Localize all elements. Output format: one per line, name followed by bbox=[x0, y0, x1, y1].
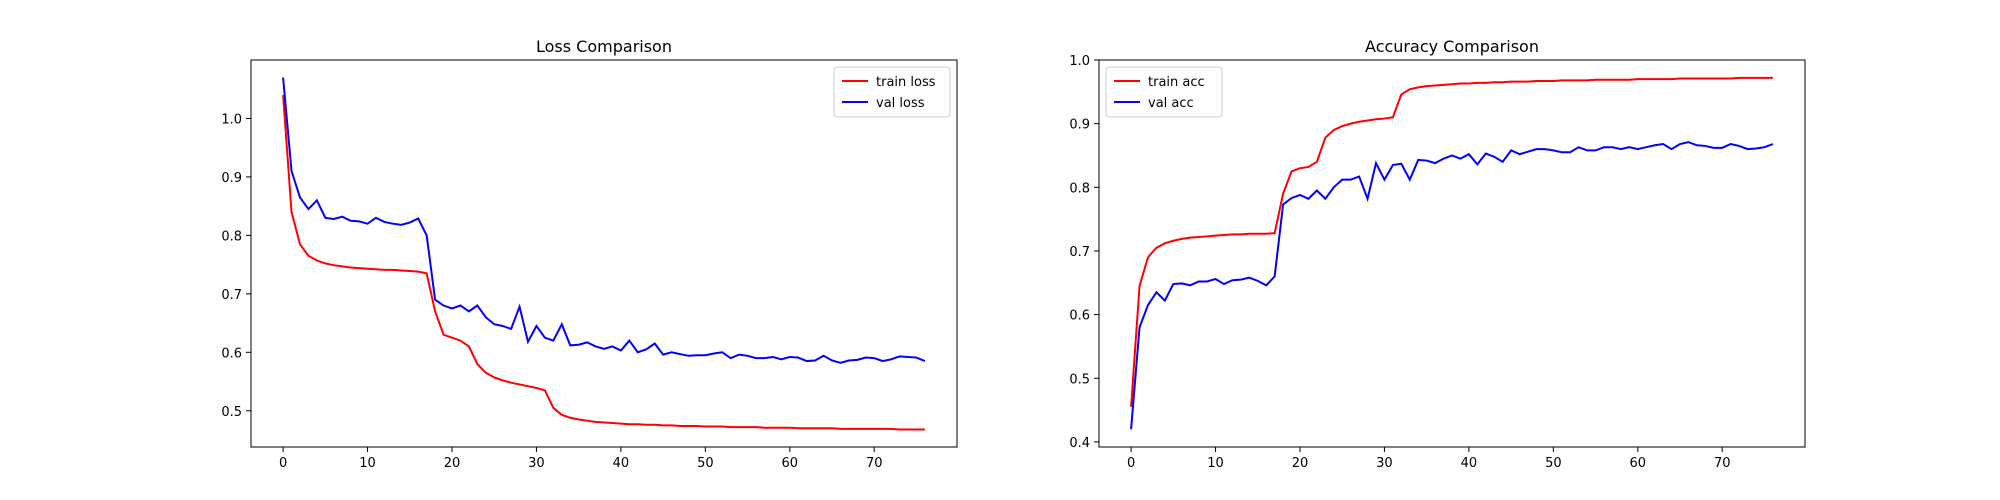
data-line bbox=[282, 77, 926, 364]
y-tick-label: 0.7 bbox=[1069, 245, 1090, 260]
y-tick-label: 0.6 bbox=[1069, 309, 1090, 324]
y-tick-label: 1.0 bbox=[1069, 54, 1090, 69]
plot-frame bbox=[1098, 59, 1806, 448]
x-tick-label: 30 bbox=[1376, 456, 1393, 471]
legend-box bbox=[1105, 66, 1223, 118]
x-tick-label: 40 bbox=[1461, 456, 1478, 471]
plot-frame bbox=[250, 59, 958, 448]
data-line bbox=[1130, 141, 1774, 430]
x-tick-label: 10 bbox=[1207, 456, 1224, 471]
x-tick-label: 40 bbox=[613, 456, 630, 471]
x-tick-label: 20 bbox=[444, 456, 461, 471]
x-tick-label: 70 bbox=[1714, 456, 1731, 471]
x-tick-label: 0 bbox=[1127, 456, 1135, 471]
legend-label: train loss bbox=[876, 75, 936, 90]
data-line bbox=[282, 95, 925, 431]
legend-box bbox=[833, 66, 951, 118]
x-tick-label: 50 bbox=[1545, 456, 1562, 471]
y-tick-label: 0.4 bbox=[1069, 436, 1090, 451]
x-tick-label: 60 bbox=[782, 456, 799, 471]
y-tick-label: 0.8 bbox=[1069, 181, 1090, 196]
x-tick-label: 50 bbox=[697, 456, 714, 471]
y-tick-label: 0.8 bbox=[221, 229, 242, 244]
x-tick-label: 30 bbox=[528, 456, 545, 471]
y-tick-label: 0.5 bbox=[1069, 372, 1090, 387]
x-tick-label: 0 bbox=[279, 456, 287, 471]
legend-label: val acc bbox=[1148, 96, 1194, 111]
y-tick-label: 1.0 bbox=[221, 112, 242, 127]
y-tick-label: 0.7 bbox=[221, 288, 242, 303]
x-tick-label: 70 bbox=[866, 456, 883, 471]
x-tick-label: 60 bbox=[1630, 456, 1647, 471]
chart-title: Loss Comparison bbox=[536, 37, 672, 56]
x-tick-label: 10 bbox=[359, 456, 376, 471]
data-line bbox=[1130, 76, 1773, 407]
chart-title: Accuracy Comparison bbox=[1365, 37, 1539, 56]
legend-label: val loss bbox=[876, 96, 925, 111]
legend-label: train acc bbox=[1148, 75, 1205, 90]
y-tick-label: 0.5 bbox=[221, 405, 242, 420]
x-tick-label: 20 bbox=[1292, 456, 1309, 471]
y-tick-label: 0.9 bbox=[221, 171, 242, 186]
y-tick-label: 0.6 bbox=[221, 346, 242, 361]
y-tick-label: 0.9 bbox=[1069, 118, 1090, 133]
